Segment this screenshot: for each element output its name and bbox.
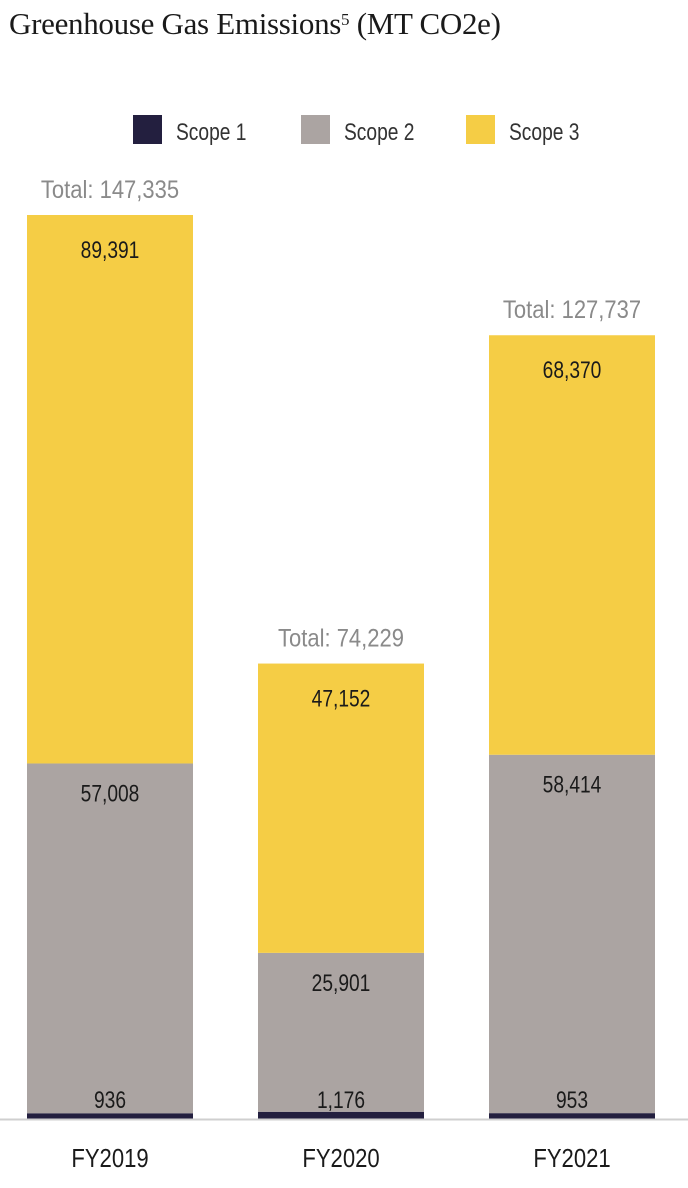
data-label-FY2021-scope1: 953: [556, 1086, 588, 1114]
bar-FY2020-scope3: [258, 663, 424, 953]
data-label-FY2019-scope3: 89,391: [81, 236, 140, 264]
x-tick-FY2019: FY2019: [71, 1144, 148, 1173]
chart-units: (MT CO2e): [356, 6, 501, 41]
bar-FY2021-scope2: [489, 754, 655, 1114]
bar-FY2020-scope1: [258, 1111, 424, 1119]
legend-label-2: Scope 2: [344, 118, 414, 146]
legend-label-3: Scope 3: [509, 118, 579, 146]
chart-title-text: Greenhouse Gas Emissions: [9, 6, 342, 41]
legend-swatch-2: [301, 115, 330, 144]
legend-swatch-3: [466, 115, 495, 144]
data-label-FY2019-scope1: 936: [94, 1086, 126, 1114]
total-label-FY2021: Total: 127,737: [503, 296, 641, 324]
data-label-FY2019-scope2: 57,008: [81, 779, 140, 807]
x-tick-FY2021: FY2021: [533, 1144, 610, 1173]
bar-FY2021-scope1: [489, 1113, 655, 1119]
bar-FY2020-scope2: [258, 952, 424, 1112]
data-label-FY2021-scope3: 68,370: [543, 356, 602, 384]
bar-FY2019-scope3: [27, 215, 193, 764]
bar-FY2019-scope1: [27, 1113, 193, 1119]
legend-label-1: Scope 1: [176, 118, 246, 146]
data-label-FY2020-scope3: 47,152: [312, 684, 371, 712]
legend-swatch-1: [133, 115, 162, 144]
data-label-FY2020-scope2: 25,901: [312, 969, 371, 997]
total-label-FY2020: Total: 74,229: [278, 624, 404, 652]
chart-title: Greenhouse Gas Emissions5 (MT CO2e): [9, 6, 501, 42]
x-tick-FY2020: FY2020: [302, 1144, 379, 1173]
total-label-FY2019: Total: 147,335: [41, 176, 179, 204]
footnote-marker: 5: [341, 10, 350, 29]
data-label-FY2021-scope2: 58,414: [543, 771, 602, 799]
bar-FY2021-scope3: [489, 335, 655, 755]
data-label-FY2020-scope1: 1,176: [317, 1086, 365, 1114]
bar-FY2019-scope2: [27, 763, 193, 1114]
